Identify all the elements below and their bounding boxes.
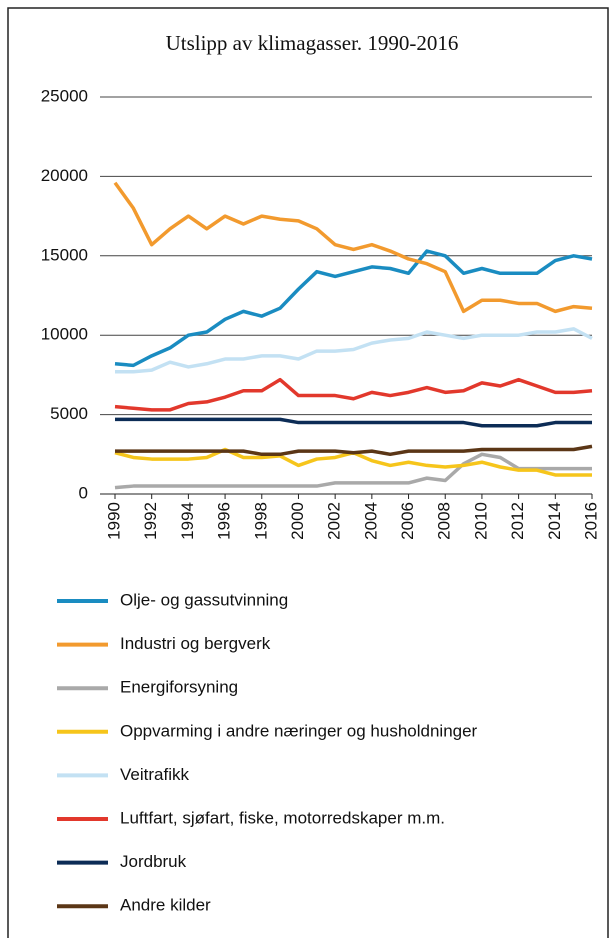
y-tick-label: 25000 bbox=[41, 86, 88, 105]
legend-label: Jordbruk bbox=[120, 852, 187, 871]
series-line bbox=[113, 181, 593, 314]
legend-label: Andre kilder bbox=[120, 896, 211, 915]
x-tick-label: 2014 bbox=[545, 502, 564, 540]
x-tick-label: 2006 bbox=[398, 502, 417, 540]
x-tick-label: 1990 bbox=[104, 502, 123, 540]
series-line bbox=[114, 249, 593, 368]
y-tick-label: 15000 bbox=[41, 245, 88, 264]
series-line bbox=[115, 444, 593, 457]
legend-label: Veitrafikk bbox=[120, 765, 189, 784]
x-tick-label: 2012 bbox=[508, 502, 527, 540]
legend-label: Energiforsyning bbox=[120, 678, 238, 697]
legend-label: Industri og bergverk bbox=[120, 634, 271, 653]
x-tick-label: 1992 bbox=[141, 502, 160, 540]
x-tick-label: 2008 bbox=[435, 502, 454, 540]
series-line bbox=[115, 327, 593, 374]
x-tick-label: 2000 bbox=[288, 502, 307, 540]
x-tick-label: 2004 bbox=[361, 502, 380, 540]
legend-label: Oppvarming i andre næringer og husholdni… bbox=[120, 721, 478, 740]
x-tick-label: 2002 bbox=[325, 502, 344, 540]
x-tick-label: 2016 bbox=[581, 502, 600, 540]
legend-label: Olje- og gassutvinning bbox=[120, 590, 288, 609]
y-tick-label: 0 bbox=[79, 483, 88, 502]
x-tick-label: 1996 bbox=[215, 502, 234, 540]
y-tick-label: 10000 bbox=[41, 325, 88, 344]
x-tick-label: 1994 bbox=[178, 502, 197, 540]
chart-title: Utslipp av klimagasser. 1990-2016 bbox=[166, 31, 459, 55]
x-tick-label: 1998 bbox=[251, 502, 270, 540]
y-tick-label: 20000 bbox=[41, 166, 88, 185]
x-tick-label: 2010 bbox=[471, 502, 490, 540]
series-line bbox=[114, 452, 592, 490]
series-line bbox=[114, 377, 593, 412]
legend-label: Luftfart, sjøfart, fiske, motorredskaper… bbox=[120, 808, 445, 827]
y-tick-label: 5000 bbox=[50, 404, 88, 423]
series-line bbox=[115, 417, 592, 428]
frame bbox=[7, 7, 609, 938]
